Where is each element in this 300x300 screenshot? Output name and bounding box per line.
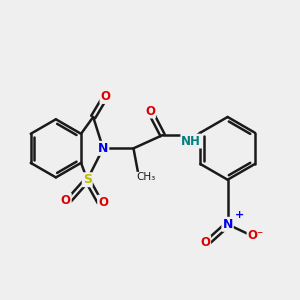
Text: O: O	[100, 90, 110, 103]
Text: O: O	[98, 196, 108, 209]
Text: N: N	[98, 142, 108, 155]
Text: O: O	[200, 236, 210, 249]
Text: S: S	[83, 173, 92, 186]
Text: O: O	[61, 194, 71, 207]
Text: NH: NH	[181, 135, 201, 148]
Text: O: O	[145, 104, 155, 118]
Text: +: +	[235, 210, 244, 220]
Text: N: N	[222, 218, 233, 231]
Text: CH₃: CH₃	[136, 172, 155, 182]
Text: O⁻: O⁻	[248, 229, 264, 242]
